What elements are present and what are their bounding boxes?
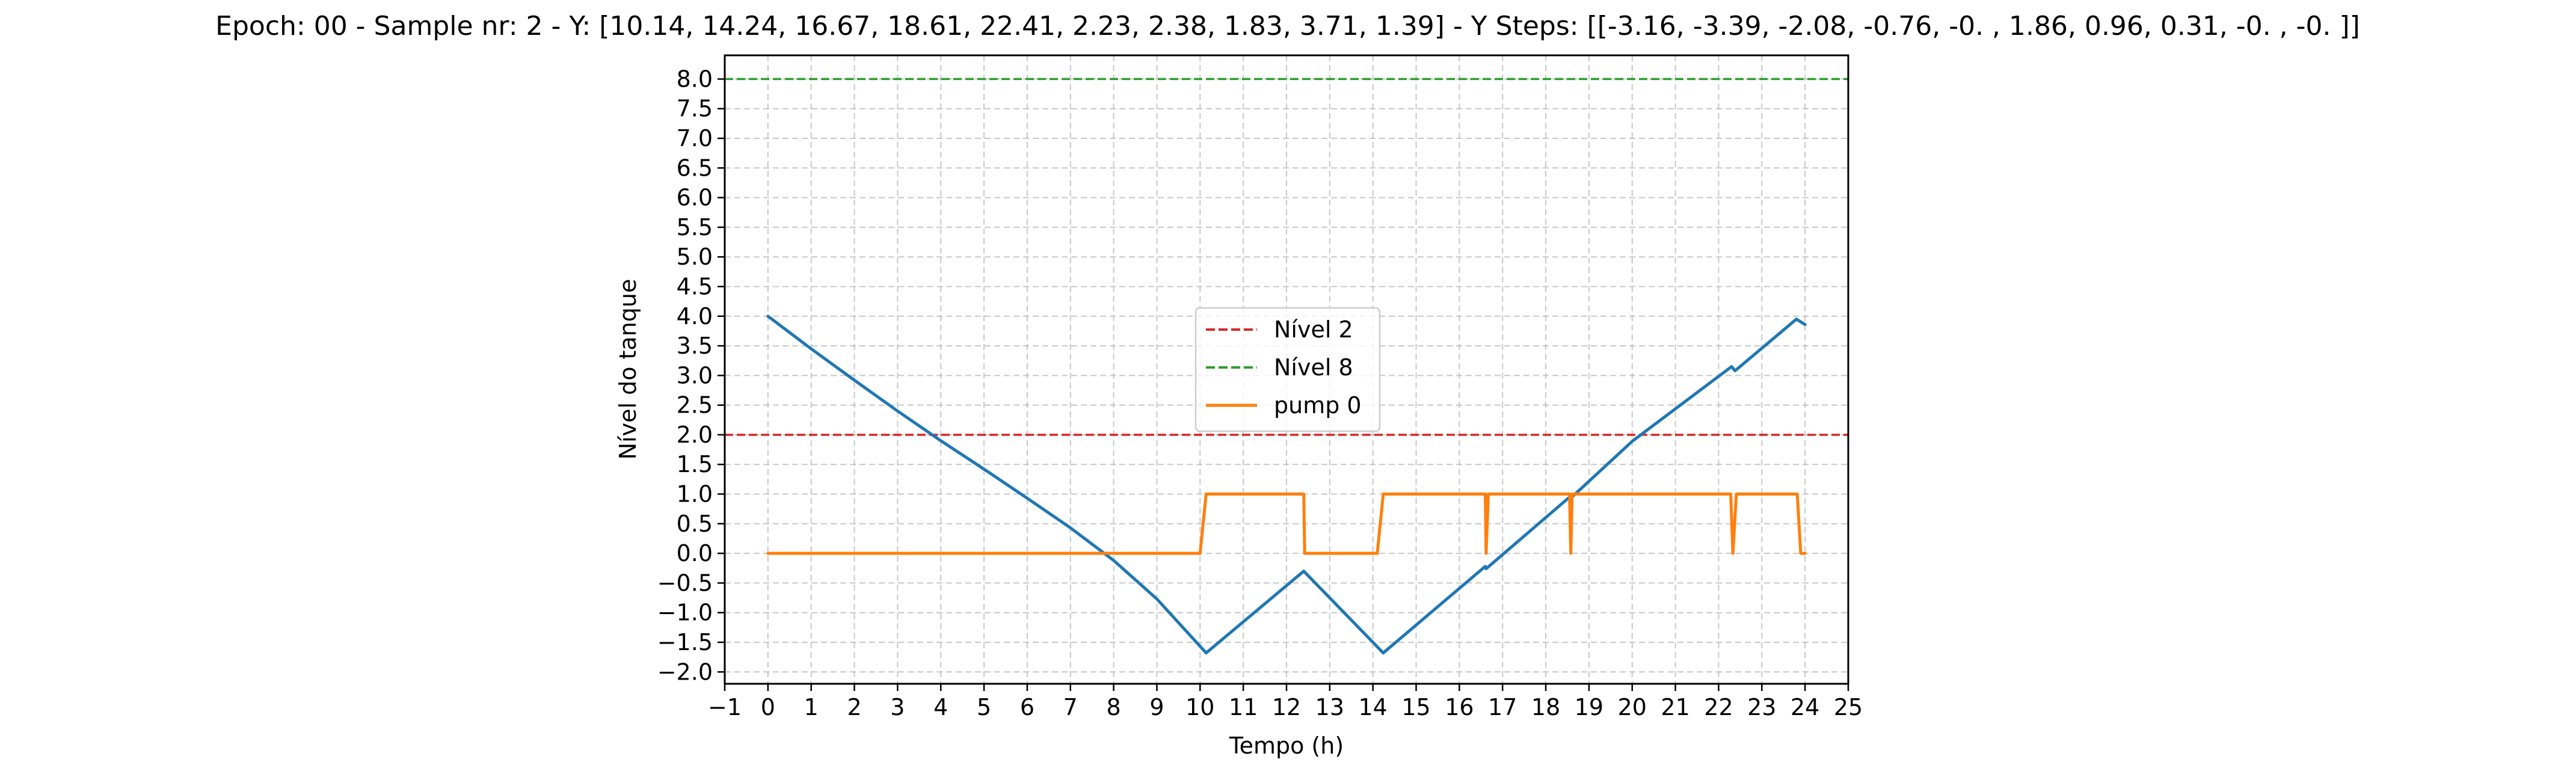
x-tick-label-15: 15 [1401, 694, 1430, 720]
x-tick-label-21: 21 [1661, 694, 1689, 720]
x-tick-label-14: 14 [1359, 694, 1388, 720]
legend-box [1194, 307, 1381, 432]
y-tick-label-3-5: 3.5 [677, 333, 713, 359]
x-tick-label-24: 24 [1791, 694, 1819, 720]
y-tick-label-1: 1.0 [677, 481, 713, 508]
y-tick-label-2-5: 2.5 [677, 392, 713, 419]
y-tick-label-7: 7.0 [677, 125, 713, 152]
x-tick-label-6: 6 [1020, 694, 1034, 720]
y-tick-label-4-5: 4.5 [677, 273, 713, 299]
y-tick-label-7-5: 7.5 [677, 96, 713, 122]
y-tick-label-3: 3.0 [677, 362, 713, 388]
y-tick-label-5-5: 5.5 [677, 214, 713, 241]
chart-title: Epoch: 00 - Sample nr: 2 - Y: [10.14, 14… [215, 11, 2360, 41]
x-tick-label-11: 11 [1229, 694, 1258, 720]
legend: Nível 2 Nível 8 pump 0 [1194, 307, 1381, 432]
x-tick-label-10: 10 [1185, 694, 1214, 720]
y-tick-label-1-5: −1.5 [657, 629, 713, 656]
y-tick-label-5: 5.0 [677, 244, 713, 270]
x-tick-label-25: 25 [1834, 694, 1863, 720]
y-tick-label-4: 4.0 [677, 303, 713, 330]
legend-label-nivel-2: Nível 2 [1274, 316, 1353, 343]
y-tick-label-6: 6.0 [677, 185, 713, 211]
x-tick-label-3: 3 [890, 694, 905, 720]
y-tick-label-2: 2.0 [677, 422, 713, 448]
y-tick-label-2: −2.0 [657, 659, 713, 685]
x-tick-label-5: 5 [977, 694, 991, 720]
x-tick-label-2: 2 [847, 694, 861, 720]
x-tick-label-18: 18 [1531, 694, 1560, 720]
x-tick-label-4: 4 [933, 694, 948, 720]
y-tick-label-0-5: 0.5 [677, 511, 713, 537]
y-tick-label-8: 8.0 [677, 66, 713, 92]
y-tick-label-0-5: −0.5 [657, 570, 713, 596]
series-pump-0-line [766, 493, 1807, 555]
plot-area [725, 78, 1848, 655]
legend-label-nivel-8: Nível 8 [1274, 354, 1353, 381]
axis-ticks: −1 0 1 2 3 4 5 6 7 8 9 10 11 12 13 14 15 16 17 18 19 20 21 22 23… [657, 66, 1863, 720]
y-tick-label-6-5: 6.5 [677, 155, 713, 181]
x-tick-label-20: 20 [1618, 694, 1647, 720]
x-tick-label-23: 23 [1747, 694, 1776, 720]
y-tick-label-1: −1.0 [657, 600, 713, 626]
x-tick-label-8: 8 [1107, 694, 1121, 720]
x-tick-label-1: 1 [804, 694, 819, 720]
x-tick-label-17: 17 [1488, 694, 1517, 720]
x-tick-label-12: 12 [1272, 694, 1301, 720]
legend-label-pump-0: pump 0 [1274, 392, 1362, 419]
x-axis-label: Tempo (h) [1229, 732, 1344, 759]
x-tick-label-9: 9 [1149, 694, 1164, 720]
series-0-line [766, 315, 1807, 655]
x-tick-label-0: 0 [761, 694, 775, 720]
x-tick-label-13: 13 [1315, 694, 1344, 720]
x-tick-label-16: 16 [1445, 694, 1474, 720]
y-tick-label-0: 0.0 [677, 540, 713, 567]
x-tick-label-22: 22 [1704, 694, 1733, 720]
x-tick-label-19: 19 [1575, 694, 1603, 720]
y-axis-label: Nível do tanque [615, 279, 641, 460]
x-tick-label-7: 7 [1063, 694, 1078, 720]
y-tick-label-1-5: 1.5 [677, 451, 713, 478]
x-tick-label-1: −1 [708, 694, 742, 720]
